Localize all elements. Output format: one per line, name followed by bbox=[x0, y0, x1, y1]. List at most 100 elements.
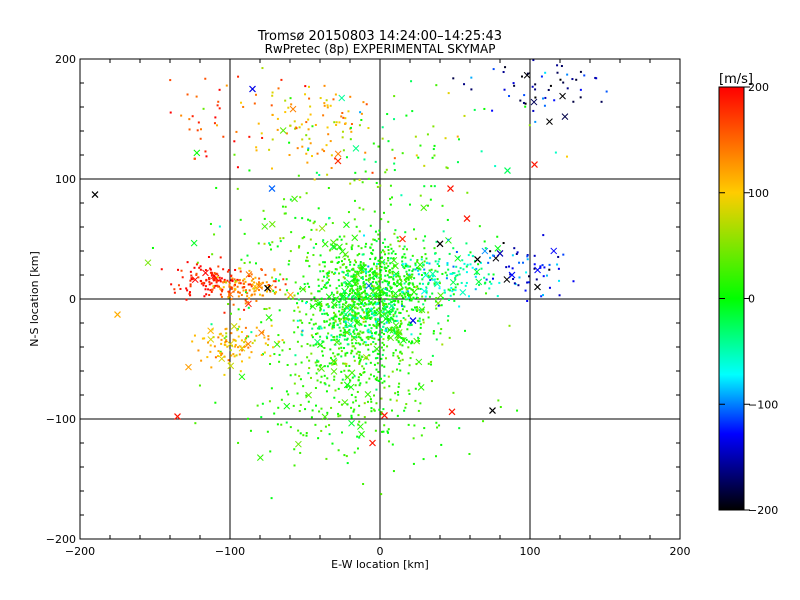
data-point bbox=[237, 441, 240, 444]
data-point bbox=[233, 284, 236, 287]
data-point bbox=[349, 263, 352, 266]
data-point bbox=[296, 392, 299, 395]
data-point bbox=[284, 293, 287, 296]
data-point bbox=[304, 93, 307, 96]
data-point bbox=[377, 318, 380, 321]
data-point bbox=[237, 308, 240, 311]
data-point bbox=[541, 264, 544, 267]
data-point bbox=[354, 313, 357, 316]
data-point bbox=[345, 242, 348, 245]
data-point bbox=[369, 257, 372, 260]
data-point bbox=[367, 311, 370, 314]
data-point bbox=[353, 317, 356, 320]
data-point bbox=[388, 310, 391, 313]
data-point bbox=[408, 340, 411, 343]
data-point bbox=[359, 330, 362, 333]
data-point bbox=[368, 324, 371, 327]
data-point bbox=[359, 306, 362, 309]
data-point bbox=[262, 353, 265, 356]
data-point bbox=[424, 272, 427, 275]
data-point bbox=[230, 287, 233, 290]
data-point bbox=[401, 263, 404, 266]
data-cross bbox=[245, 300, 252, 308]
data-point bbox=[317, 207, 320, 210]
data-point bbox=[204, 150, 207, 153]
data-point bbox=[359, 336, 362, 339]
data-point bbox=[340, 350, 343, 353]
data-point bbox=[380, 269, 383, 272]
data-point bbox=[424, 235, 427, 238]
data-cross bbox=[249, 85, 256, 93]
data-point bbox=[370, 407, 373, 410]
data-point bbox=[376, 262, 379, 265]
data-point bbox=[432, 330, 435, 333]
data-point bbox=[374, 271, 377, 274]
data-point bbox=[410, 308, 413, 311]
data-point bbox=[415, 286, 418, 289]
data-point bbox=[307, 149, 310, 152]
data-point bbox=[304, 408, 307, 411]
data-point bbox=[305, 192, 308, 195]
data-point bbox=[386, 314, 389, 317]
data-point bbox=[553, 99, 556, 102]
data-point bbox=[420, 311, 423, 314]
data-point bbox=[225, 340, 228, 343]
data-point bbox=[420, 258, 423, 261]
data-point bbox=[394, 312, 397, 315]
data-point bbox=[320, 327, 323, 330]
data-point bbox=[257, 242, 260, 245]
data-point bbox=[458, 273, 461, 276]
data-point bbox=[231, 280, 234, 283]
data-point bbox=[238, 291, 241, 294]
data-point bbox=[296, 326, 299, 329]
data-point bbox=[384, 329, 387, 332]
data-point bbox=[427, 362, 430, 365]
data-point bbox=[403, 305, 406, 308]
data-point bbox=[427, 283, 430, 286]
data-cross bbox=[347, 383, 355, 391]
data-point bbox=[405, 338, 408, 341]
data-point bbox=[335, 315, 338, 318]
data-point bbox=[351, 345, 354, 348]
data-point bbox=[557, 255, 560, 258]
data-point bbox=[361, 309, 364, 312]
colorbar-tick-label: 200 bbox=[748, 81, 769, 94]
data-point bbox=[502, 71, 505, 74]
data-point bbox=[328, 217, 331, 220]
data-point bbox=[361, 277, 364, 280]
data-point bbox=[335, 268, 338, 271]
data-point bbox=[267, 284, 270, 287]
data-cross bbox=[339, 294, 347, 302]
data-cross bbox=[332, 295, 340, 303]
data-point bbox=[245, 337, 248, 340]
data-cross bbox=[207, 336, 215, 343]
data-point bbox=[273, 269, 276, 272]
data-point bbox=[414, 264, 417, 267]
data-point bbox=[268, 307, 271, 310]
data-point bbox=[325, 286, 328, 289]
data-point bbox=[373, 394, 376, 397]
data-point bbox=[238, 278, 241, 281]
data-cross bbox=[268, 185, 276, 193]
data-point bbox=[204, 288, 207, 291]
data-cross bbox=[392, 322, 400, 329]
data-point bbox=[511, 254, 514, 257]
data-point bbox=[429, 279, 432, 282]
data-cross bbox=[114, 311, 121, 319]
data-point bbox=[407, 314, 410, 317]
data-cross bbox=[279, 127, 287, 134]
data-point bbox=[412, 283, 415, 286]
data-point bbox=[310, 305, 313, 308]
data-point bbox=[411, 270, 414, 273]
data-point bbox=[185, 287, 188, 290]
data-point bbox=[198, 266, 201, 269]
data-point bbox=[415, 154, 418, 157]
data-point bbox=[362, 269, 365, 272]
data-point bbox=[548, 286, 551, 289]
data-point bbox=[382, 408, 385, 411]
data-point bbox=[363, 341, 366, 344]
data-point bbox=[375, 294, 378, 297]
data-point bbox=[372, 314, 375, 317]
data-point bbox=[269, 354, 272, 357]
data-point bbox=[294, 363, 297, 366]
